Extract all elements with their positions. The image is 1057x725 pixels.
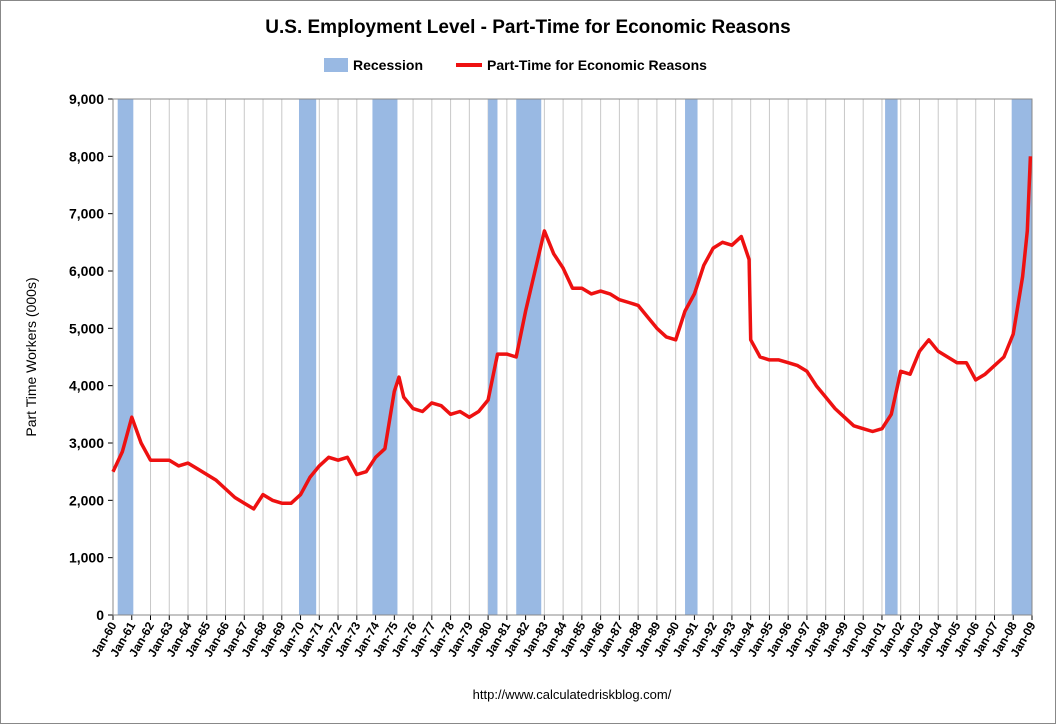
recession-band [488,99,498,615]
y-axis-label: Part Time Workers (000s) [23,277,39,436]
y-tick-label: 8,000 [69,148,104,164]
recession-band [516,99,542,615]
y-tick-label: 9,000 [69,91,104,107]
y-tick-label: 6,000 [69,263,104,279]
legend-swatch [324,58,348,72]
legend-label: Recession [353,57,423,73]
plot-frame [112,98,1033,616]
recession-band [685,99,698,615]
recession-band [372,99,398,615]
recession-band [885,99,898,615]
chart-title: U.S. Employment Level - Part-Time for Ec… [265,17,790,38]
y-tick-label: 2,000 [69,492,104,508]
y-tick-label: 1,000 [69,550,104,566]
y-tick-label: 4,000 [69,378,104,394]
recession-band [117,99,134,615]
source: http://www.calculatedriskblog.com/ [473,687,672,702]
legend-label: Part-Time for Economic Reasons [487,57,707,73]
y-tick-label: 3,000 [69,435,104,451]
y-tick-label: 5,000 [69,320,104,336]
recession-band [298,99,317,615]
data-line [111,156,1033,511]
y-tick-label: 0 [96,607,104,623]
y-tick-label: 7,000 [69,206,104,222]
